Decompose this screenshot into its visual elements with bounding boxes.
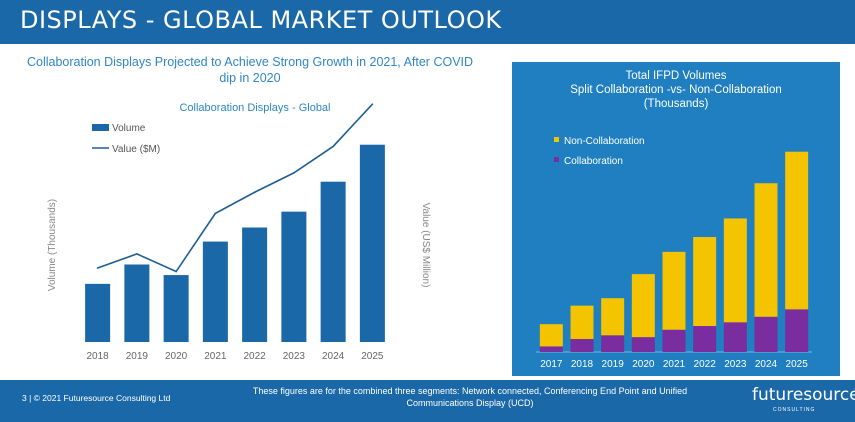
collab-bar-2018: [570, 339, 594, 352]
value-point-2020: [175, 270, 177, 273]
non-collab-bar-2025: [785, 151, 809, 310]
collab-bar-2019: [601, 335, 625, 352]
collaboration-displays-chart: Collaboration Displays - Global Volume (T…: [47, 102, 431, 362]
legend-label-collaboration: Collaboration: [564, 156, 623, 167]
value-point-2018: [96, 267, 99, 269]
subtitle-line-2: dip in 2020: [219, 71, 281, 85]
value-line: [97, 103, 373, 273]
volume-bar-2023: [281, 211, 307, 342]
footer-bar: 3 | © 2021 Futuresource Consulting Ltd T…: [0, 380, 855, 422]
collab-bar-2017: [539, 346, 563, 352]
x-tick-2020: 2020: [165, 351, 188, 362]
ifpd-x-tick-2017: 2017: [540, 359, 563, 370]
ifpd-x-tick-2022: 2022: [694, 359, 717, 370]
volume-bar-2025: [359, 144, 385, 342]
non-collab-bar-2017: [539, 324, 563, 347]
ifpd-x-tick-2025: 2025: [786, 359, 809, 370]
ifpd-x-tick-2020: 2020: [632, 359, 655, 370]
non-collab-bar-2023: [723, 218, 747, 323]
non-collab-bar-2021: [662, 251, 686, 330]
value-point-2021: [214, 212, 217, 215]
logo-subtext: CONSULTING: [773, 407, 816, 413]
left-y2-axis-label: Value (US$ Million): [420, 203, 431, 288]
ifpd-title-line-3: (Thousands): [643, 98, 709, 110]
collab-bar-2020: [631, 337, 655, 352]
ifpd-x-tick-2023: 2023: [724, 359, 747, 370]
collab-bar-2021: [662, 329, 686, 352]
x-tick-2023: 2023: [283, 351, 306, 362]
ifpd-title-line-1: Total IFPD Volumes: [625, 70, 727, 82]
volume-bar-2019: [124, 264, 150, 342]
ifpd-volumes-panel: Total IFPD Volumes Split Collaboration -…: [512, 62, 840, 376]
ifpd-x-tick-2018: 2018: [571, 359, 594, 370]
ifpd-chart-title: Total IFPD Volumes Split Collaboration -…: [512, 69, 840, 111]
x-tick-2019: 2019: [126, 351, 149, 362]
non-collab-bar-2018: [570, 305, 594, 340]
footer-note-line-1: These figures are for the combined three…: [252, 386, 688, 396]
ifpd-stacked-chart: Non-Collaboration Collaboration 2017 2018 20…: [536, 136, 812, 370]
legend-swatch-collaboration: [554, 157, 559, 162]
x-tick-2018: 2018: [87, 351, 110, 362]
collab-bar-2022: [693, 326, 717, 352]
left-chart-title: Collaboration Displays - Global: [179, 102, 330, 114]
x-tick-2022: 2022: [244, 351, 267, 362]
volume-bar-2024: [320, 181, 346, 342]
value-point-2025: [371, 103, 374, 105]
legend-label-volume: Volume: [112, 123, 146, 134]
non-collab-bar-2024: [754, 183, 778, 317]
collab-bar-2024: [754, 316, 778, 352]
legend-label-non-collaboration: Non-Collaboration: [564, 136, 645, 147]
value-point-2023: [293, 172, 295, 174]
value-point-2019: [136, 253, 138, 255]
x-tick-2024: 2024: [322, 351, 345, 362]
header-bar: DISPLAYS - GLOBAL MARKET OUTLOOK: [0, 0, 855, 44]
slide-subtitle: Collaboration Displays Projected to Achi…: [20, 54, 480, 86]
volume-bar-2020: [163, 275, 189, 342]
volume-bar-2021: [202, 241, 228, 342]
ifpd-x-tick-2021: 2021: [663, 359, 686, 370]
legend-swatch-non-collaboration: [554, 137, 559, 142]
non-collab-bar-2020: [631, 274, 655, 338]
x-tick-2021: 2021: [204, 351, 227, 362]
futuresource-logo: futuresource: [752, 385, 855, 405]
footer-note: These figures are for the combined three…: [215, 385, 725, 409]
legend-swatch-volume: [92, 124, 109, 131]
value-point-2022: [253, 191, 256, 194]
collab-bar-2025: [785, 309, 809, 352]
collab-bar-2023: [723, 322, 747, 352]
volume-bar-2022: [242, 227, 268, 342]
subtitle-line-1: Collaboration Displays Projected to Achi…: [26, 55, 474, 69]
x-tick-2025: 2025: [361, 351, 384, 362]
non-collab-bar-2019: [601, 298, 625, 336]
non-collab-bar-2022: [693, 237, 717, 327]
ifpd-x-tick-2024: 2024: [755, 359, 778, 370]
value-point-2024: [332, 145, 334, 148]
footer-note-line-2: Communications Display (UCD): [406, 398, 534, 408]
ifpd-title-line-2: Split Collaboration -vs- Non-Collaborati…: [570, 84, 782, 96]
footer-copyright: 3 | © 2021 Futuresource Consulting Ltd: [22, 393, 171, 403]
ifpd-x-tick-2019: 2019: [602, 359, 625, 370]
left-y-axis-label: Volume (Thousands): [47, 199, 58, 291]
volume-bar-2018: [85, 283, 111, 342]
legend-label-value: Value ($M): [112, 144, 160, 155]
page-title: DISPLAYS - GLOBAL MARKET OUTLOOK: [20, 6, 502, 34]
